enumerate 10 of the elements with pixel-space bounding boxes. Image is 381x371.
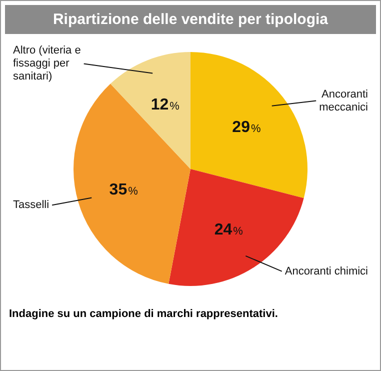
data-label: 35% — [109, 182, 138, 199]
data-label: 24% — [214, 221, 244, 238]
text: Indagine su un campione di marchi rappresentativi. — [9, 308, 279, 320]
data-label: 29% — [232, 118, 261, 136]
slice-label: Ancoranti meccanici — [319, 88, 368, 114]
slice-label: Altro (viteria e fissaggi per sanitari) — [13, 44, 81, 83]
data-label: 12% — [150, 96, 180, 114]
chart-title: Ripartizione delle vendite per tipologia — [5, 5, 376, 34]
slice-label: Ancoranti chimici — [284, 265, 368, 278]
slice-label: Tasselli — [13, 199, 50, 212]
